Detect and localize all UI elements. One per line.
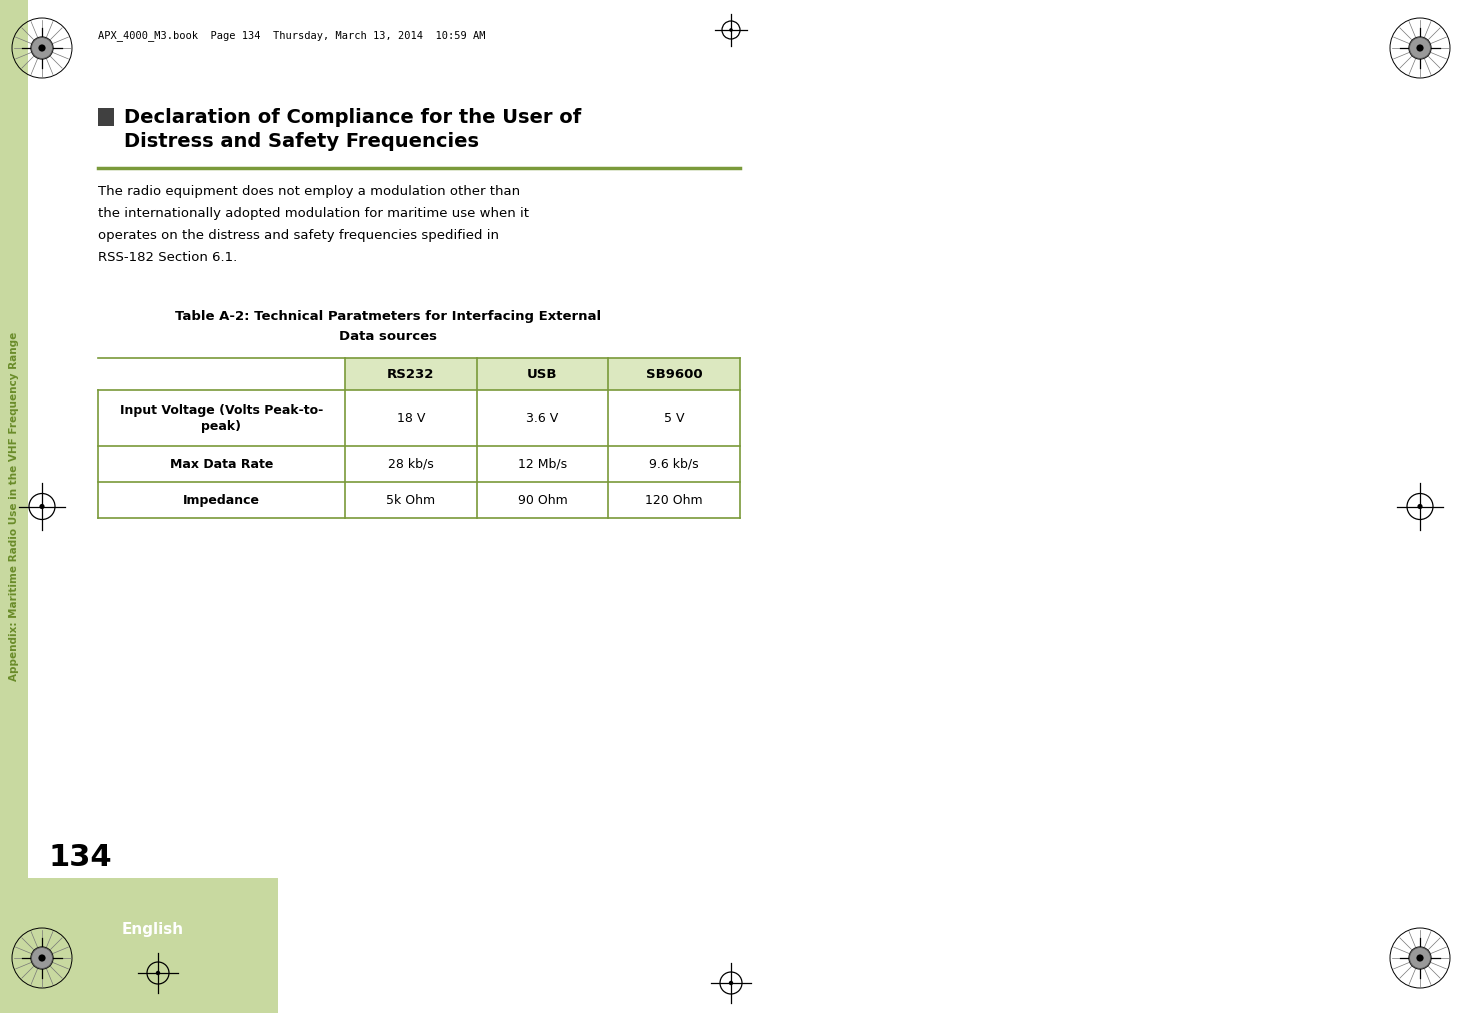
Bar bbox=[0, 0, 28, 1013]
Text: 120 Ohm: 120 Ohm bbox=[645, 493, 703, 506]
Circle shape bbox=[1418, 956, 1423, 960]
Text: The radio equipment does not employ a modulation other than: The radio equipment does not employ a mo… bbox=[98, 185, 520, 198]
Text: the internationally adopted modulation for maritime use when it: the internationally adopted modulation f… bbox=[98, 207, 529, 220]
Text: Max Data Rate: Max Data Rate bbox=[170, 458, 273, 470]
Circle shape bbox=[1417, 45, 1424, 52]
Circle shape bbox=[39, 503, 45, 510]
Text: 12 Mb/s: 12 Mb/s bbox=[518, 458, 567, 470]
Text: English: English bbox=[121, 922, 184, 937]
Circle shape bbox=[730, 28, 732, 31]
Text: 5k Ohm: 5k Ohm bbox=[386, 493, 436, 506]
Circle shape bbox=[1409, 947, 1430, 968]
Text: Data sources: Data sources bbox=[339, 330, 437, 343]
Text: RS232: RS232 bbox=[387, 368, 434, 381]
Text: 134: 134 bbox=[48, 843, 111, 872]
Text: Declaration of Compliance for the User of
Distress and Safety Frequencies: Declaration of Compliance for the User o… bbox=[124, 108, 582, 151]
Circle shape bbox=[32, 947, 53, 968]
Circle shape bbox=[1409, 37, 1430, 59]
Bar bbox=[28, 878, 278, 1013]
Circle shape bbox=[32, 37, 53, 59]
Circle shape bbox=[1418, 46, 1423, 51]
Bar bbox=[98, 108, 114, 126]
Circle shape bbox=[38, 45, 45, 52]
Text: SB9600: SB9600 bbox=[646, 368, 702, 381]
Text: operates on the distress and safety frequencies spedified in: operates on the distress and safety freq… bbox=[98, 229, 499, 242]
Circle shape bbox=[1417, 503, 1423, 510]
Circle shape bbox=[1417, 954, 1424, 961]
Text: 9.6 kb/s: 9.6 kb/s bbox=[649, 458, 699, 470]
Text: Appendix: Maritime Radio Use in the VHF Frequency Range: Appendix: Maritime Radio Use in the VHF … bbox=[9, 332, 19, 681]
Text: Input Voltage (Volts Peak-to-
peak): Input Voltage (Volts Peak-to- peak) bbox=[120, 403, 323, 433]
Text: RSS-182 Section 6.1.: RSS-182 Section 6.1. bbox=[98, 251, 237, 264]
Circle shape bbox=[39, 956, 44, 960]
Text: Impedance: Impedance bbox=[183, 493, 260, 506]
Text: 90 Ohm: 90 Ohm bbox=[518, 493, 567, 506]
Bar bbox=[345, 358, 740, 390]
Text: USB: USB bbox=[528, 368, 557, 381]
Circle shape bbox=[728, 981, 734, 986]
Circle shape bbox=[38, 954, 45, 961]
Text: 28 kb/s: 28 kb/s bbox=[387, 458, 434, 470]
Text: Table A-2: Technical Paratmeters for Interfacing External: Table A-2: Technical Paratmeters for Int… bbox=[175, 310, 601, 323]
Text: 5 V: 5 V bbox=[664, 411, 684, 424]
Circle shape bbox=[156, 970, 161, 976]
Text: 18 V: 18 V bbox=[396, 411, 425, 424]
Circle shape bbox=[39, 46, 44, 51]
Text: 3.6 V: 3.6 V bbox=[526, 411, 558, 424]
Text: APX_4000_M3.book  Page 134  Thursday, March 13, 2014  10:59 AM: APX_4000_M3.book Page 134 Thursday, Marc… bbox=[98, 30, 485, 41]
